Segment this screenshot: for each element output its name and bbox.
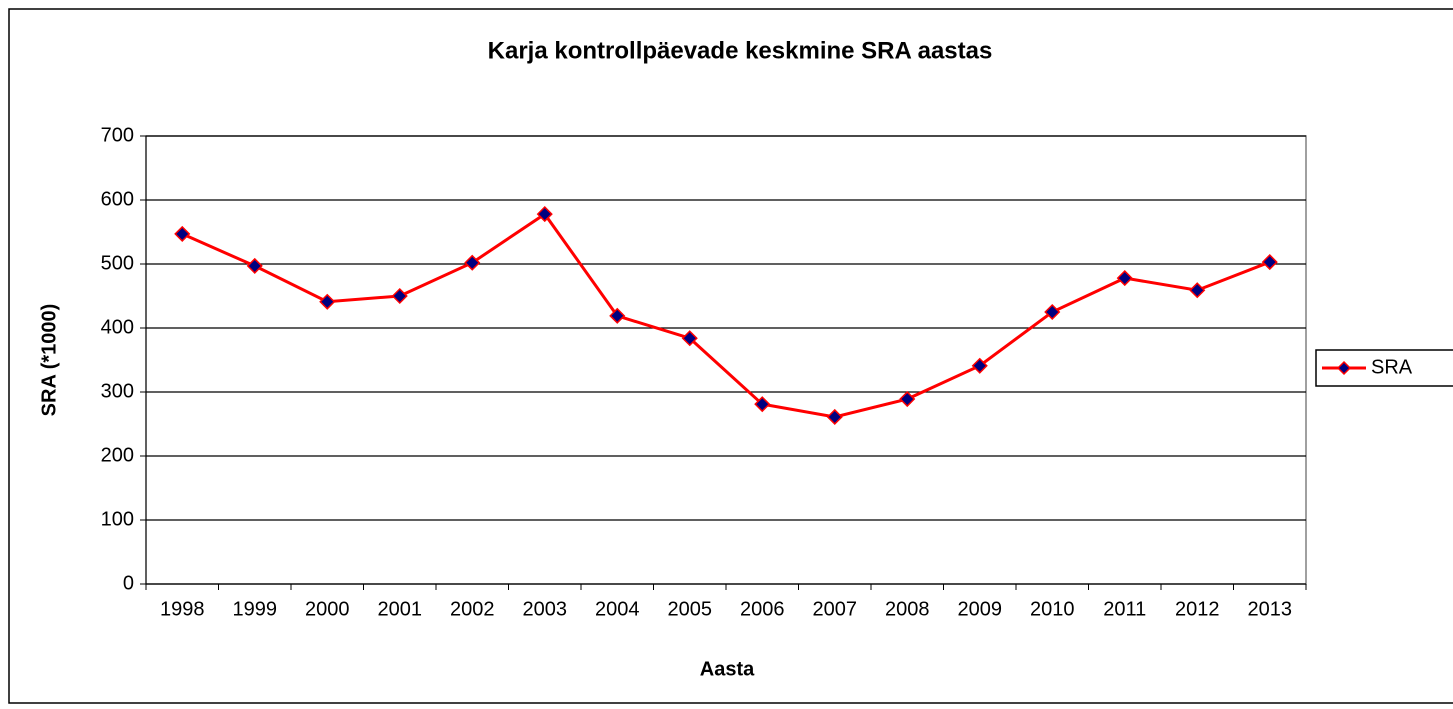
data-point (1261, 254, 1278, 271)
x-tick-label: 2007 (813, 598, 858, 620)
x-tick-label: 2010 (1030, 598, 1075, 620)
data-point (1189, 282, 1206, 299)
x-tick-label: 2013 (1248, 598, 1293, 620)
y-tick-label: 300 (101, 380, 134, 402)
data-point (609, 307, 626, 324)
data-point (319, 293, 336, 310)
plot-area (145, 135, 1307, 585)
y-tick-label: 700 (101, 124, 134, 146)
data-point (246, 257, 263, 274)
x-tick-label: 2000 (305, 598, 350, 620)
legend-label: SRA (1371, 356, 1413, 378)
x-tick-label: 2008 (885, 598, 930, 620)
series-line (181, 212, 1271, 419)
x-axis-label: Aasta (700, 658, 755, 680)
data-point (754, 396, 771, 413)
chart-border (8, 8, 1453, 704)
data-point (971, 357, 988, 374)
y-tick-label: 100 (101, 508, 134, 530)
y-tick-label: 400 (101, 316, 134, 338)
chart-title: Karja kontrollpäevade keskmine SRA aasta… (488, 37, 993, 64)
data-point (681, 330, 698, 347)
data-point (464, 254, 481, 271)
data-point (1044, 303, 1061, 321)
x-tick-label: 2011 (1103, 598, 1146, 620)
y-tick-label: 500 (101, 252, 134, 274)
data-point (391, 287, 408, 305)
x-tick-label: 2005 (668, 598, 713, 620)
y-tick-label: 600 (101, 188, 134, 210)
legend-marker (1336, 360, 1352, 376)
data-point (899, 390, 916, 408)
x-tick-label: 2009 (958, 598, 1003, 620)
x-tick-label: 2012 (1175, 598, 1220, 620)
x-tick-label: 2001 (378, 598, 423, 620)
y-tick-label: 200 (101, 444, 134, 466)
x-tick-label: 2004 (595, 598, 640, 620)
data-point (1116, 270, 1133, 287)
y-axis-label: SRA (*1000) (38, 304, 60, 417)
data-point (826, 408, 843, 426)
y-tick-label: 0 (123, 572, 134, 594)
x-tick-label: 1999 (233, 598, 278, 620)
data-point (174, 225, 191, 242)
x-tick-label: 2003 (523, 598, 568, 620)
data-point (536, 206, 553, 223)
x-tick-label: 1998 (160, 598, 205, 620)
x-tick-label: 2002 (450, 598, 495, 620)
x-tick-label: 2006 (740, 598, 785, 620)
